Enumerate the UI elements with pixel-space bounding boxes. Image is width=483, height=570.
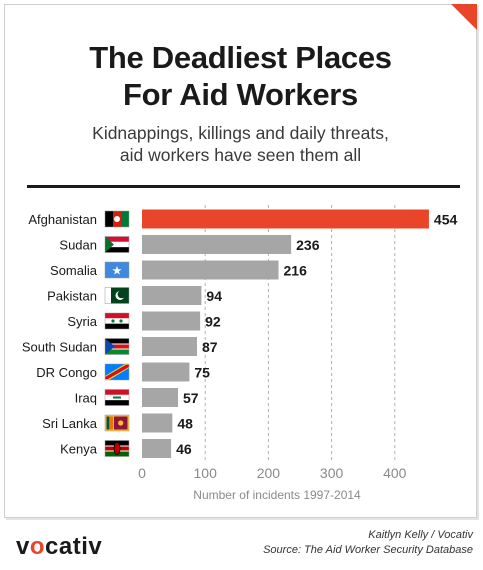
- flag-dr-congo-icon: [104, 363, 130, 381]
- data-label-sri-lanka: 48: [177, 416, 193, 432]
- flag-afghanistan-icon: [104, 210, 130, 228]
- bar-somalia: [142, 260, 279, 280]
- category-label-sudan: Sudan: [59, 238, 97, 253]
- data-label-somalia: 216: [284, 263, 308, 279]
- flag-kenya-icon: [104, 440, 130, 457]
- flag-part: [118, 420, 124, 426]
- bar-sri-lanka: [142, 413, 173, 433]
- category-label-dr-congo: DR Congo: [36, 365, 97, 380]
- flag-iraq-icon: [104, 389, 130, 406]
- flag-part: [105, 247, 129, 253]
- flag-border: [104, 210, 130, 228]
- category-label-kenya: Kenya: [60, 442, 98, 457]
- category-label-pakistan: Pakistan: [47, 289, 97, 304]
- flag-part: [105, 313, 129, 319]
- chart-title-line-1: The Deadliest Places: [89, 40, 392, 75]
- flag-part: [121, 211, 129, 227]
- data-label-kenya: 46: [176, 441, 192, 457]
- data-label-pakistan: 94: [206, 288, 222, 304]
- x-tick-label-400: 400: [383, 465, 407, 481]
- data-label-afghanistan: 454: [434, 212, 458, 228]
- category-label-somalia: Somalia: [50, 263, 98, 278]
- data-label-syria: 92: [205, 314, 221, 330]
- chart-card: The Deadliest Places For Aid Workers Kid…: [4, 4, 477, 518]
- flag-part: [105, 348, 129, 350]
- flag-part: [105, 338, 115, 355]
- flag-part: [105, 211, 113, 227]
- flag-part: [105, 323, 129, 329]
- data-label-sudan: 236: [296, 237, 320, 253]
- title-divider: [27, 185, 460, 188]
- bar-iraq: [142, 388, 179, 407]
- source-credit: Source: The Aid Worker Security Database: [263, 544, 473, 556]
- chart-title-line-2: For Aid Workers: [123, 77, 358, 112]
- chart-title: The Deadliest Places For Aid Workers: [5, 39, 476, 113]
- bar-chart: 0 100 200 300 400 Number of incidents 1997-20…: [22, 205, 458, 502]
- flag-pakistan-icon: [104, 287, 130, 304]
- flag-border: [104, 261, 130, 279]
- flag-part: [105, 344, 129, 349]
- flag-border: [104, 287, 130, 304]
- category-label-iraq: Iraq: [75, 391, 97, 406]
- corner-flag-icon: [451, 4, 477, 30]
- x-tick-label-200: 200: [257, 465, 281, 481]
- category-label-south-sudan: South Sudan: [22, 340, 97, 355]
- vocativ-logo: vocativ: [16, 533, 103, 560]
- flag-part: [113, 442, 121, 455]
- data-label-iraq: 57: [183, 390, 199, 406]
- x-tick-label-300: 300: [320, 465, 344, 481]
- chart-subtitle-line-1: Kidnappings, killings and daily threats,: [92, 123, 389, 143]
- data-label-south-sudan: 87: [202, 339, 218, 355]
- flag-border: [104, 236, 130, 253]
- flag-part: [105, 236, 129, 242]
- flag-border: [104, 389, 130, 406]
- bar-syria: [142, 311, 201, 331]
- category-label-afghanistan: Afghanistan: [28, 212, 97, 227]
- x-axis-label: Number of incidents 1997-2014: [193, 488, 361, 502]
- flag-part: [114, 216, 120, 222]
- flag-part: [105, 318, 129, 324]
- flag-part: [112, 266, 122, 275]
- flag-south-sudan-icon: [104, 338, 130, 355]
- flag-part: [117, 290, 126, 299]
- category-label-sri-lanka: Sri Lanka: [42, 416, 98, 431]
- flag-border: [104, 363, 130, 381]
- flag-border: [104, 312, 130, 330]
- bar-kenya: [142, 439, 172, 458]
- flag-part: [105, 400, 129, 406]
- flag-sri-lanka-icon: [104, 414, 130, 432]
- author-credit: Kaitlyn Kelly / Vocativ: [368, 529, 473, 541]
- credits: Kaitlyn Kelly / Vocativ Source: The Aid …: [263, 528, 473, 558]
- flag-part: [113, 396, 121, 399]
- flag-part: [105, 343, 129, 345]
- flag-part: [106, 416, 110, 430]
- flag-syria-icon: [104, 312, 130, 330]
- bar-sudan: [142, 235, 292, 254]
- bar-dr-congo: [142, 362, 190, 382]
- flag-part: [105, 236, 114, 253]
- flag-border: [104, 338, 130, 355]
- flag-somalia-icon: [104, 261, 130, 279]
- flag-sudan-icon: [104, 236, 130, 253]
- flag-part: [105, 338, 129, 344]
- flag-part: [105, 241, 129, 248]
- category-label-syria: Syria: [67, 314, 97, 329]
- x-tick-label-100: 100: [194, 465, 218, 481]
- flag-part: [105, 389, 129, 395]
- flag-border: [104, 414, 130, 432]
- flag-part: [119, 319, 123, 323]
- flag-part: [111, 319, 115, 323]
- chart-subtitle: Kidnappings, killings and daily threats,…: [5, 122, 476, 166]
- flag-part: [105, 287, 111, 304]
- x-tick-label-0: 0: [138, 465, 146, 481]
- flag-part: [110, 416, 113, 430]
- flag-part: [105, 364, 129, 379]
- flag-border: [104, 440, 130, 457]
- bar-afghanistan: [142, 209, 429, 229]
- chart-subtitle-line-2: aid workers have seen them all: [119, 145, 362, 165]
- flag-part: [105, 349, 129, 355]
- bar-south-sudan: [142, 337, 197, 356]
- bar-pakistan: [142, 286, 202, 305]
- data-label-dr-congo: 75: [194, 365, 210, 381]
